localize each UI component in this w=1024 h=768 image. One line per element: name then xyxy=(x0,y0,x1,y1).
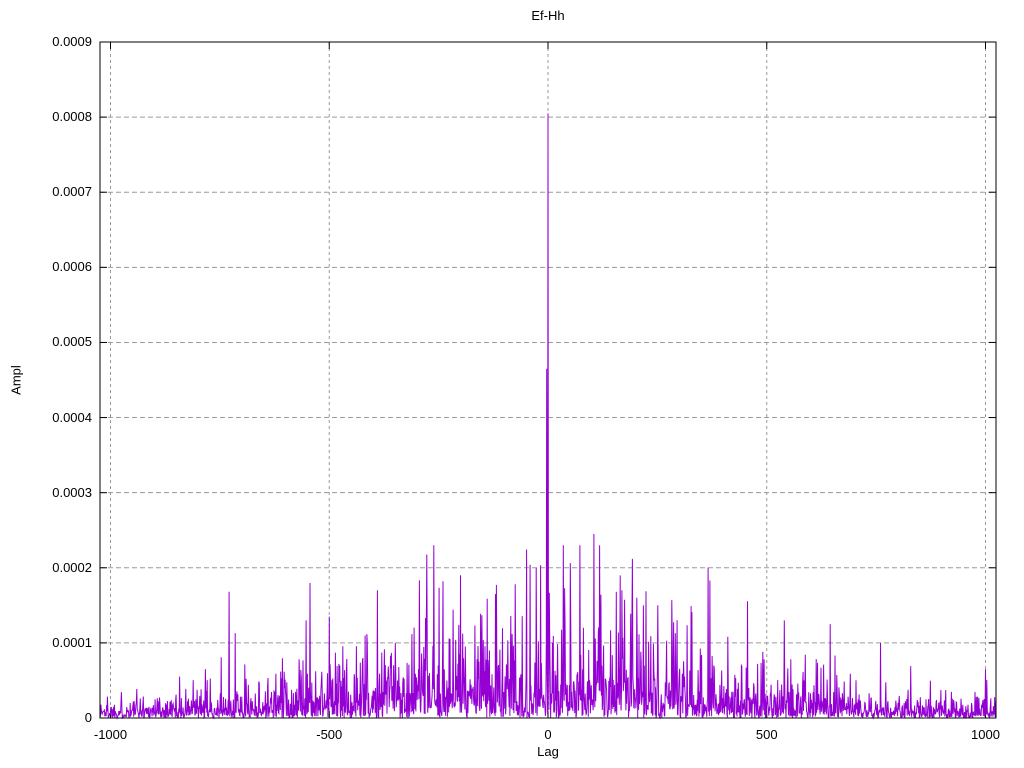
y-tick-label: 0.0008 xyxy=(52,109,92,125)
x-tick-label: 500 xyxy=(755,727,778,742)
x-tick-label: 1000 xyxy=(971,727,1000,742)
series-line-ef-hh xyxy=(99,113,997,720)
chart-title: Ef-Hh xyxy=(531,8,565,23)
y-tick-label: 0.0003 xyxy=(52,484,92,500)
y-tick-label: 0.0002 xyxy=(52,559,92,575)
y-tick-label: 0.0007 xyxy=(52,184,92,200)
y-tick-label: 0.0004 xyxy=(52,409,92,425)
x-tick-label: 0 xyxy=(544,727,552,742)
y-tick-label: 0 xyxy=(84,710,92,725)
x-tick-label: -500 xyxy=(316,727,343,742)
y-tick-label: 0.0001 xyxy=(52,634,92,650)
y-tick-label: 0.0006 xyxy=(52,259,92,275)
x-tick-label: -1000 xyxy=(93,727,128,742)
y-tick-label: 0.0009 xyxy=(52,34,92,49)
x-axis-label: Lag xyxy=(537,744,559,759)
y-tick-label: 0.0005 xyxy=(52,334,92,350)
plot-border xyxy=(99,41,997,719)
